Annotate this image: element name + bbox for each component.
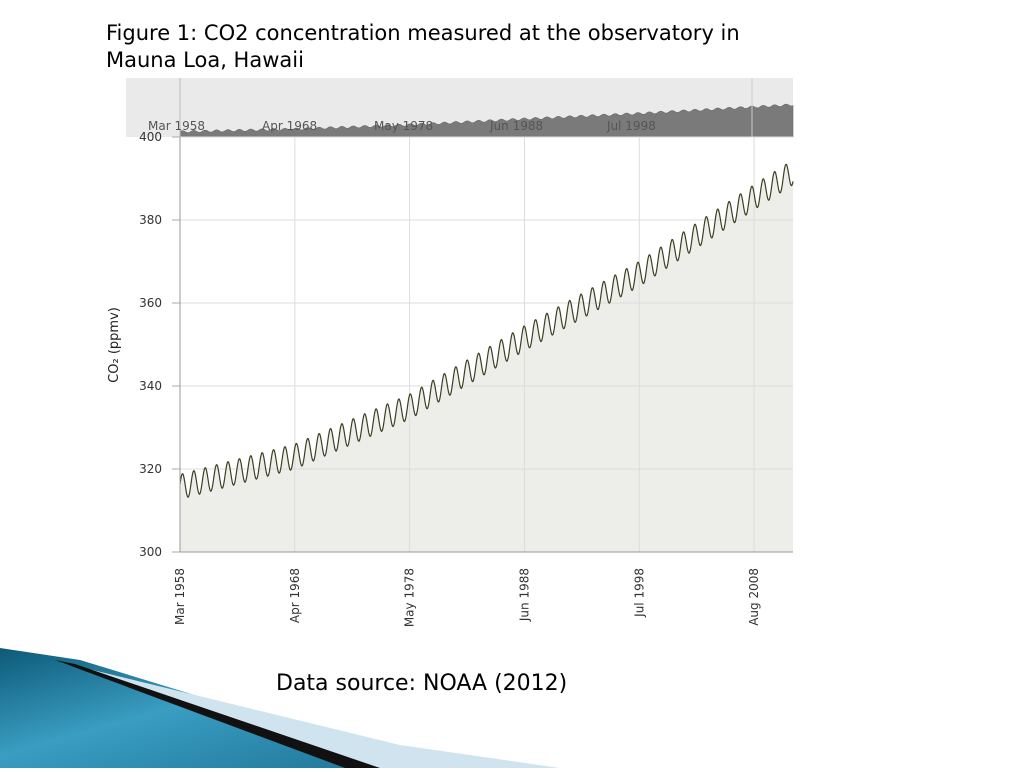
y-tick-label: 300: [139, 545, 162, 559]
navigator-series: [179, 103, 794, 138]
decor-black-stripe: [55, 660, 380, 768]
y-tick-label: 400: [139, 130, 162, 144]
y-tick-label: 360: [139, 296, 162, 310]
x-tick-label: Jul 1998: [632, 568, 646, 618]
y-tick-label: 320: [139, 462, 162, 476]
x-tick-label: Jun 1988: [518, 568, 532, 622]
y-tick-label: 380: [139, 213, 162, 227]
navigator-label: May 1978: [374, 119, 433, 133]
y-axis-label: CO₂ (ppmv): [107, 307, 122, 383]
x-tick-label: May 1978: [403, 568, 417, 627]
x-tick-label: Mar 1958: [173, 568, 187, 625]
plot-area: [179, 136, 794, 553]
figure-caption: Figure 1: CO2 concentration measured at …: [106, 21, 740, 72]
data-source-note: Data source: NOAA (2012): [276, 671, 568, 696]
y-tick-label: 340: [139, 379, 162, 393]
y-axis: 300 320 340 360 380 400: [139, 130, 180, 559]
navigator-label: Jun 1988: [489, 119, 543, 133]
time-range-navigator[interactable]: Mar 1958 Apr 1968 May 1978 Jun 1988 Jul 1998: [126, 78, 794, 138]
x-tick-label: Apr 1968: [288, 568, 302, 623]
x-axis: Mar 1958 Apr 1968 May 1978 Jun 1988 Jul 1998…: [173, 568, 761, 627]
x-tick-label: Aug 2008: [747, 568, 761, 626]
navigator-label: Mar 1958: [148, 119, 205, 133]
series-line: [179, 163, 794, 498]
navigator-label: Apr 1968: [262, 119, 317, 133]
navigator-label: Jul 1998: [606, 119, 656, 133]
